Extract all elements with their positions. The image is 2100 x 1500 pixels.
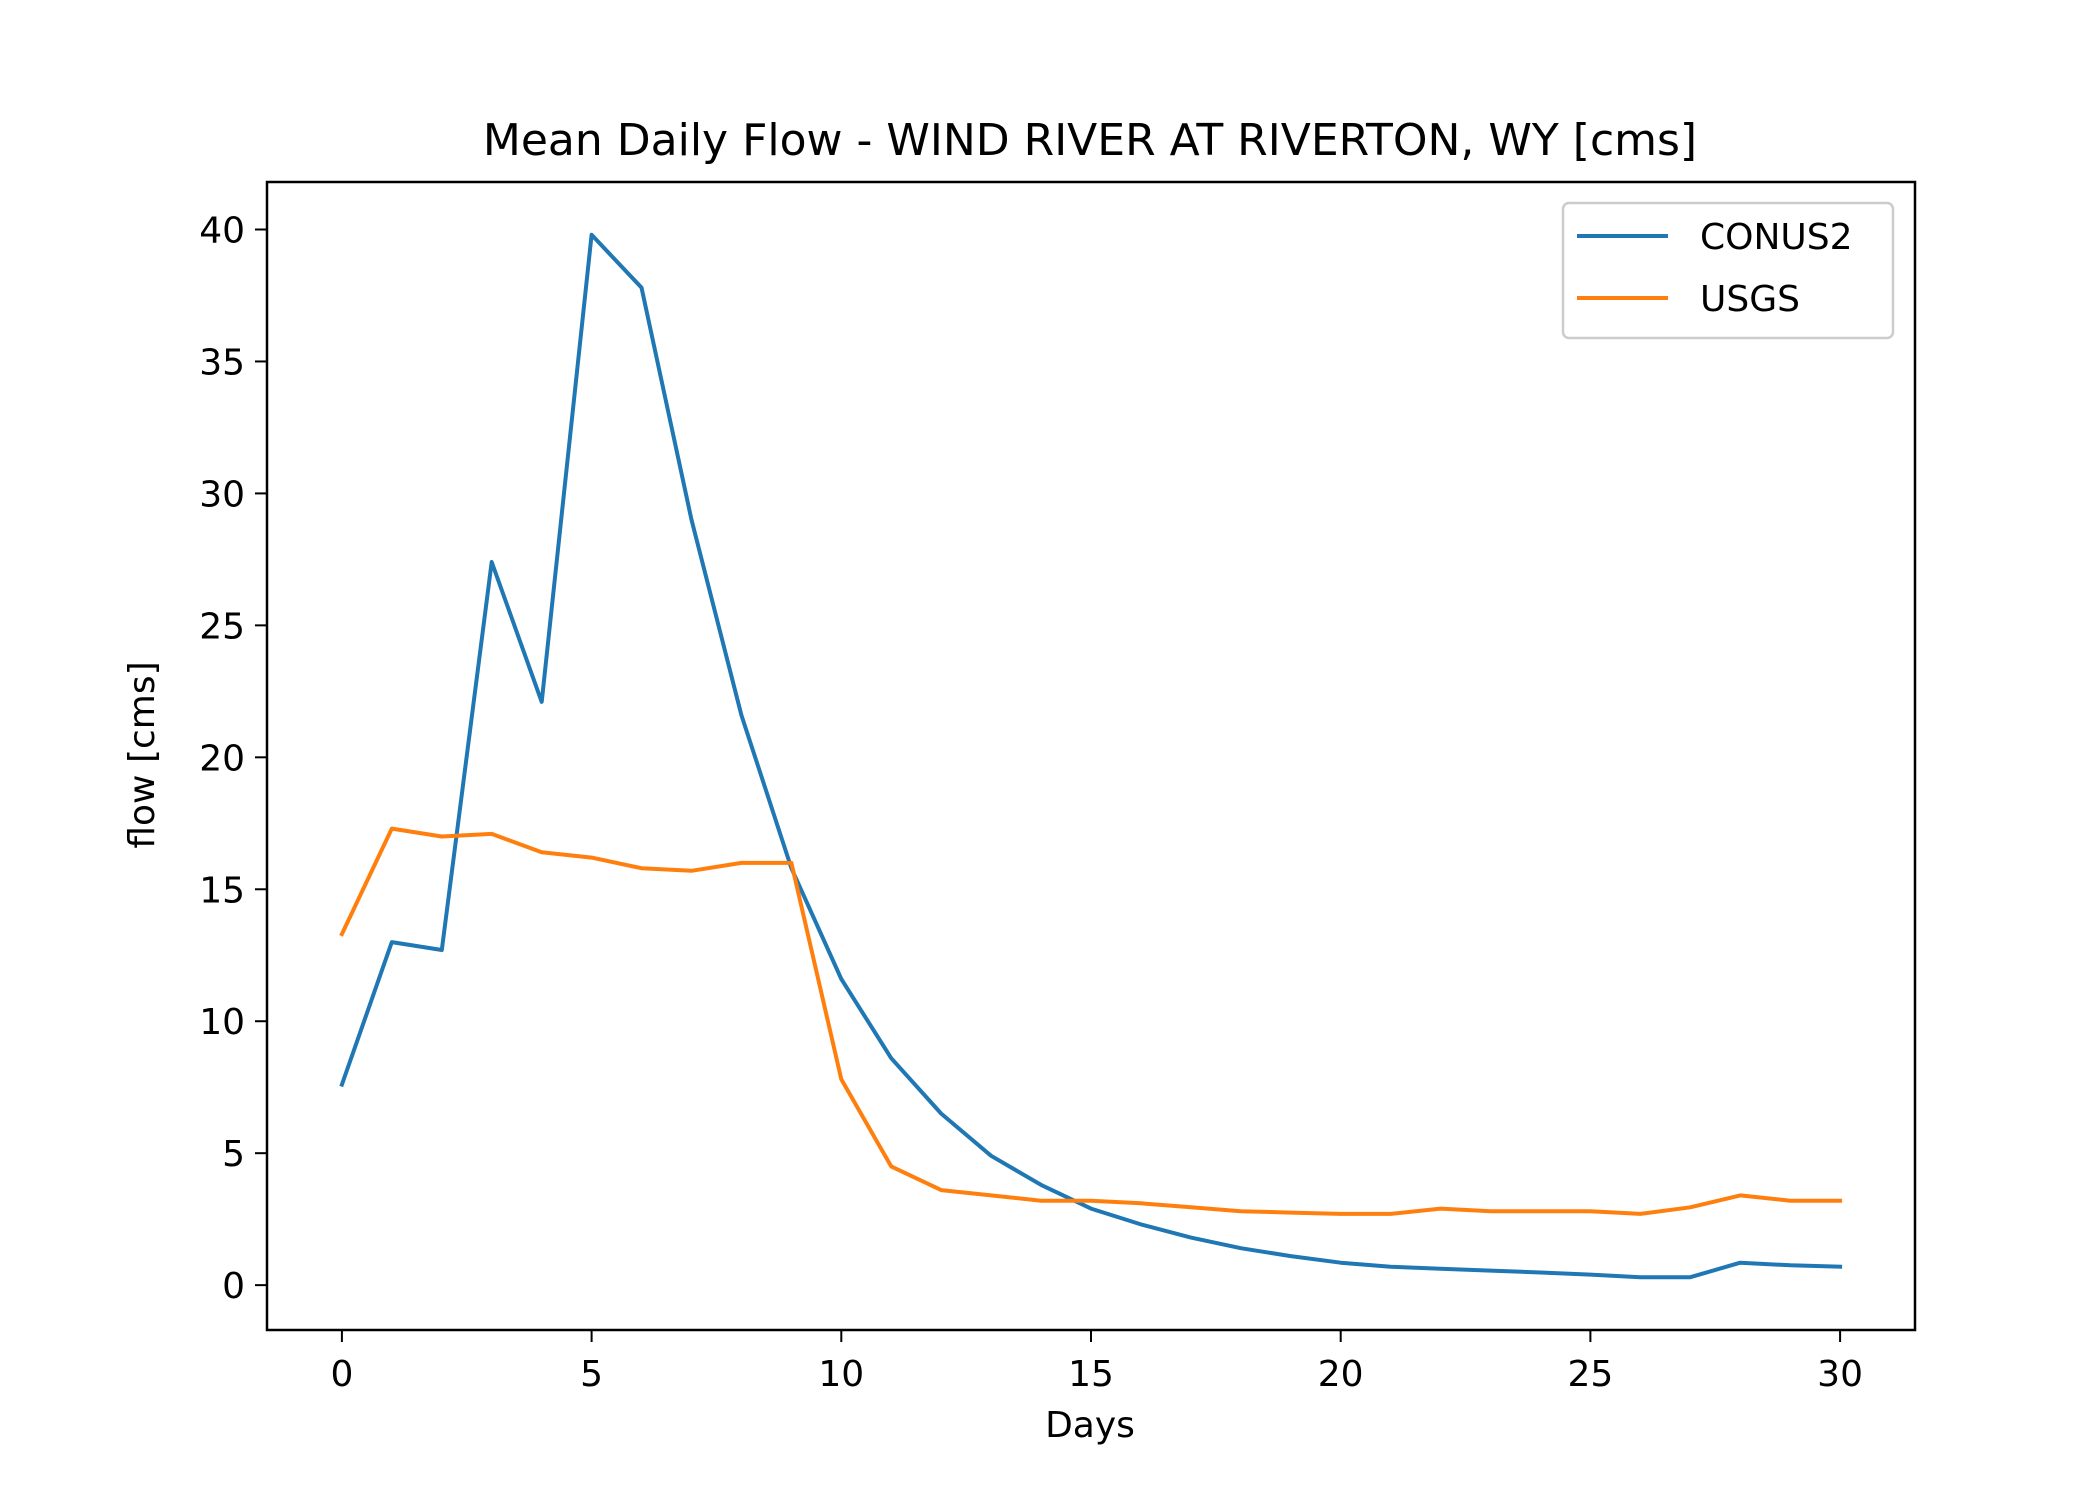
y-axis-label: flow [cms] [122,661,163,848]
x-tick-label: 30 [1817,1354,1863,1395]
legend-label-conus2: CONUS2 [1700,217,1853,258]
series-line-conus2 [339,232,1843,1280]
legend-label-usgs: USGS [1700,279,1800,320]
legend: CONUS2 USGS [1561,201,1895,340]
x-tick-label: 5 [580,1354,603,1395]
x-tick-label: 15 [1068,1354,1114,1395]
y-tick-label: 40 [199,211,245,252]
y-tick-label: 0 [222,1266,245,1307]
y-tick-label: 20 [199,738,245,779]
x-tick-label: 0 [330,1354,353,1395]
plot-area: 0 5 10 15 20 25 30 0 5 10 15 20 25 30 35 40 [199,180,1917,1395]
x-axis-label: Days [1045,1405,1135,1446]
y-tick-label: 15 [199,870,245,911]
x-tick-label: 10 [818,1354,864,1395]
y-tick-label: 35 [199,342,245,383]
chart-title: Mean Daily Flow - WIND RIVER AT RIVERTON… [483,115,1697,166]
x-tick-label: 25 [1567,1354,1613,1395]
y-tick-label: 30 [199,474,245,515]
y-tick-label: 10 [199,1002,245,1043]
y-tick-label: 25 [199,606,245,647]
y-tick-label: 5 [222,1134,245,1175]
x-tick-label: 20 [1318,1354,1364,1395]
series-line-usgs [339,826,1843,1216]
